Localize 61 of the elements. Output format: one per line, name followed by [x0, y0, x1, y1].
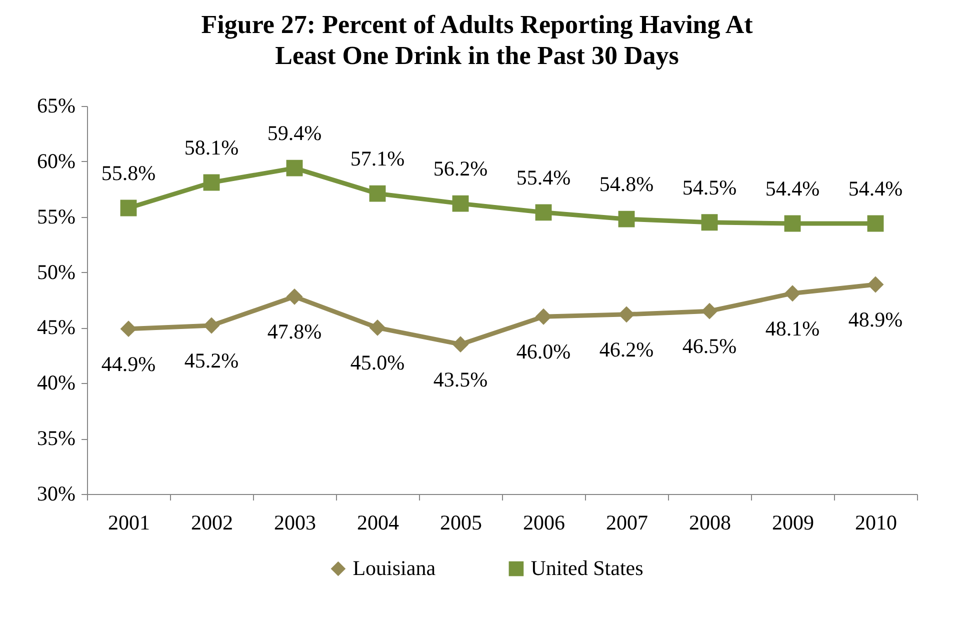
data-label: 46.5%	[682, 334, 737, 358]
y-tick-label: 45%	[37, 315, 76, 340]
data-label: 58.1%	[184, 135, 239, 160]
point	[203, 317, 220, 334]
x-tick-label: 2010	[855, 510, 897, 534]
y-tick-label: 50%	[37, 260, 76, 284]
x-tick-label: 2009	[772, 510, 814, 534]
data-label: 59.4%	[267, 121, 322, 146]
data-label: 55.4%	[516, 165, 571, 190]
x-tick-label: 2007	[606, 510, 648, 534]
point	[784, 285, 801, 302]
point	[701, 214, 718, 231]
point	[535, 308, 552, 325]
point	[701, 302, 718, 320]
point	[286, 160, 303, 176]
data-label: 48.1%	[765, 316, 820, 340]
data-label: 47.8%	[267, 320, 322, 344]
y-tick-label: 60%	[37, 148, 76, 173]
point	[369, 320, 386, 336]
y-tick-label: 35%	[37, 426, 76, 450]
data-label: 46.2%	[599, 337, 654, 362]
point	[867, 276, 884, 293]
legend-label: Louisiana	[352, 556, 436, 580]
point	[867, 215, 884, 232]
x-tick-label: 2005	[440, 510, 482, 534]
data-label: 54.8%	[599, 172, 654, 196]
point	[452, 195, 469, 212]
data-label: 45.2%	[184, 348, 239, 372]
y-tick-label: 55%	[37, 204, 76, 228]
legend-label: United States	[530, 556, 644, 580]
point	[203, 174, 220, 191]
point	[618, 306, 635, 323]
data-label: 57.1%	[350, 146, 405, 171]
x-tick-label: 2001	[108, 510, 150, 534]
point	[452, 336, 469, 353]
data-label: 55.8%	[101, 160, 156, 185]
y-tick-label: 30%	[37, 482, 76, 506]
x-tick-label: 2003	[274, 510, 316, 534]
chart-title: Figure 27: Percent of Adults Reporting Having At Least One Drink in the Past 30 Days	[201, 10, 754, 70]
data-label: 48.9%	[848, 307, 903, 332]
x-tick-label: 2006	[523, 510, 565, 534]
data-label: 54.4%	[765, 176, 820, 201]
y-tick-label: 65%	[37, 94, 76, 118]
data-label: 44.9%	[101, 352, 156, 376]
x-tick-label: 2008	[689, 510, 731, 534]
point	[369, 185, 386, 202]
x-tick-label: 2004	[357, 510, 400, 534]
point	[618, 210, 635, 228]
y-tick-label: 40%	[37, 370, 76, 395]
data-label: 45.0%	[350, 350, 405, 375]
x-tick-label: 2002	[191, 510, 233, 534]
data-label: 54.5%	[682, 175, 737, 200]
point	[535, 204, 552, 221]
point	[784, 215, 801, 232]
data-label: 43.5%	[433, 367, 488, 392]
point	[120, 320, 137, 338]
data-label: 56.2%	[433, 156, 488, 181]
point	[286, 288, 303, 305]
data-label: 46.0%	[516, 340, 571, 364]
point	[120, 200, 137, 216]
data-label: 54.4%	[848, 176, 903, 201]
